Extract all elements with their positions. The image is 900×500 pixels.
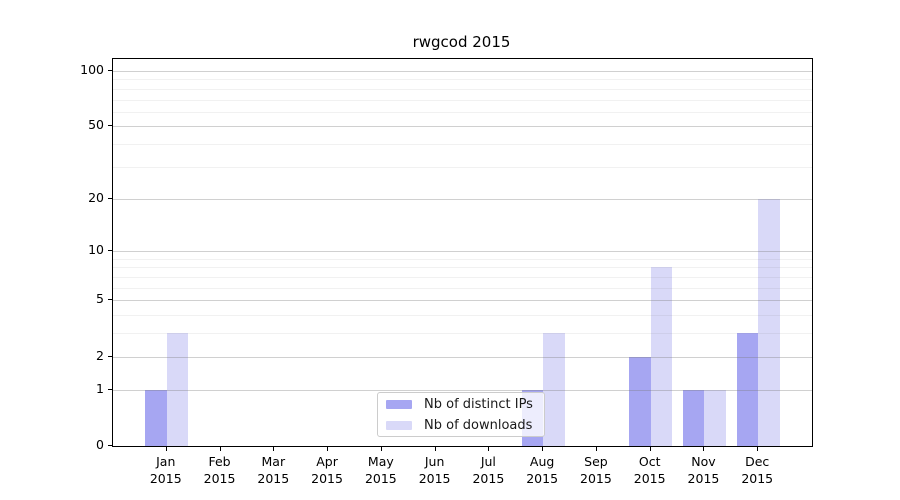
bar-distinct-ips xyxy=(736,333,759,446)
x-tick-mark xyxy=(219,447,221,451)
y-tick-label: 50 xyxy=(88,117,104,133)
major-gridline xyxy=(113,70,812,72)
y-tick-label: 5 xyxy=(96,291,104,307)
x-tick-mark xyxy=(757,447,759,451)
minor-gridline xyxy=(113,99,812,101)
major-gridline xyxy=(113,126,812,128)
y-tick-mark xyxy=(108,250,112,252)
x-tick-label: Mar 2015 xyxy=(257,454,290,486)
minor-gridline xyxy=(113,88,812,90)
x-tick-label: Dec 2015 xyxy=(741,454,774,486)
y-tick-label: 0 xyxy=(96,437,104,452)
minor-gridline xyxy=(113,267,812,269)
y-tick-label: 1 xyxy=(96,380,104,396)
x-tick-mark xyxy=(488,447,490,451)
x-tick-mark xyxy=(165,447,167,451)
major-gridline xyxy=(113,251,812,253)
minor-gridline xyxy=(113,315,812,317)
y-tick-mark xyxy=(108,445,112,446)
y-tick-label: 20 xyxy=(88,189,104,205)
minor-gridline xyxy=(113,79,812,81)
bar-downloads xyxy=(166,333,189,446)
y-tick-mark xyxy=(108,299,112,301)
plot-area xyxy=(112,58,813,447)
x-tick-mark xyxy=(434,447,436,451)
x-tick-label: May 2015 xyxy=(364,454,397,486)
x-tick-label: Apr 2015 xyxy=(311,454,343,486)
x-tick-label: Oct 2015 xyxy=(633,454,666,486)
minor-gridline xyxy=(113,258,812,260)
x-tick-mark xyxy=(273,447,275,451)
x-tick-mark xyxy=(542,447,544,451)
major-gridline xyxy=(113,389,812,391)
minor-gridline xyxy=(113,166,812,168)
x-tick-mark xyxy=(703,447,705,451)
y-tick-mark xyxy=(108,125,112,127)
plot-canvas xyxy=(113,59,812,446)
x-tick-label: Jul 2015 xyxy=(472,454,505,486)
y-tick-label: 100 xyxy=(80,61,104,77)
x-tick-label: Jun 2015 xyxy=(418,454,451,486)
x-tick-mark xyxy=(649,447,651,451)
x-tick-label: Nov 2015 xyxy=(687,454,720,486)
x-tick-mark xyxy=(595,447,597,451)
y-tick-mark xyxy=(108,355,112,357)
y-tick-mark xyxy=(108,69,112,71)
minor-gridline xyxy=(113,287,812,289)
y-tick-mark xyxy=(108,197,112,199)
bar-downloads xyxy=(650,267,673,446)
bar-distinct-ips xyxy=(629,356,651,446)
bar-distinct-ips xyxy=(145,389,167,446)
major-gridline xyxy=(113,356,812,358)
minor-gridline xyxy=(113,277,812,278)
bar-downloads xyxy=(543,333,565,446)
major-gridline xyxy=(113,198,812,200)
x-tick-mark xyxy=(380,447,382,451)
y-tick-label: 2 xyxy=(96,347,104,363)
legend-swatch-distinct-ips xyxy=(386,399,412,409)
minor-gridline xyxy=(113,144,812,146)
legend-item-distinct-ips: Nb of distinct IPs xyxy=(386,396,536,413)
legend-item-downloads: Nb of downloads xyxy=(386,417,536,434)
major-gridline xyxy=(113,300,812,302)
legend: Nb of distinct IPs Nb of downloads xyxy=(377,392,545,437)
y-tick-label: 10 xyxy=(88,242,104,258)
x-tick-label: Jan 2015 xyxy=(149,454,182,486)
bar-downloads xyxy=(758,198,780,446)
minor-gridline xyxy=(113,333,812,335)
legend-label: Nb of downloads xyxy=(424,417,533,433)
x-tick-label: Aug 2015 xyxy=(526,454,559,486)
legend-label: Nb of distinct IPs xyxy=(424,396,533,412)
bar-downloads xyxy=(704,389,726,446)
x-tick-mark xyxy=(327,447,329,451)
y-tick-mark xyxy=(108,388,112,390)
minor-gridline xyxy=(113,111,812,113)
bar-distinct-ips xyxy=(682,389,705,446)
x-tick-label: Sep 2015 xyxy=(580,454,612,486)
legend-swatch-downloads xyxy=(386,420,412,430)
x-tick-label: Feb 2015 xyxy=(203,454,236,486)
chart-title: rwgcod 2015 xyxy=(412,33,511,51)
